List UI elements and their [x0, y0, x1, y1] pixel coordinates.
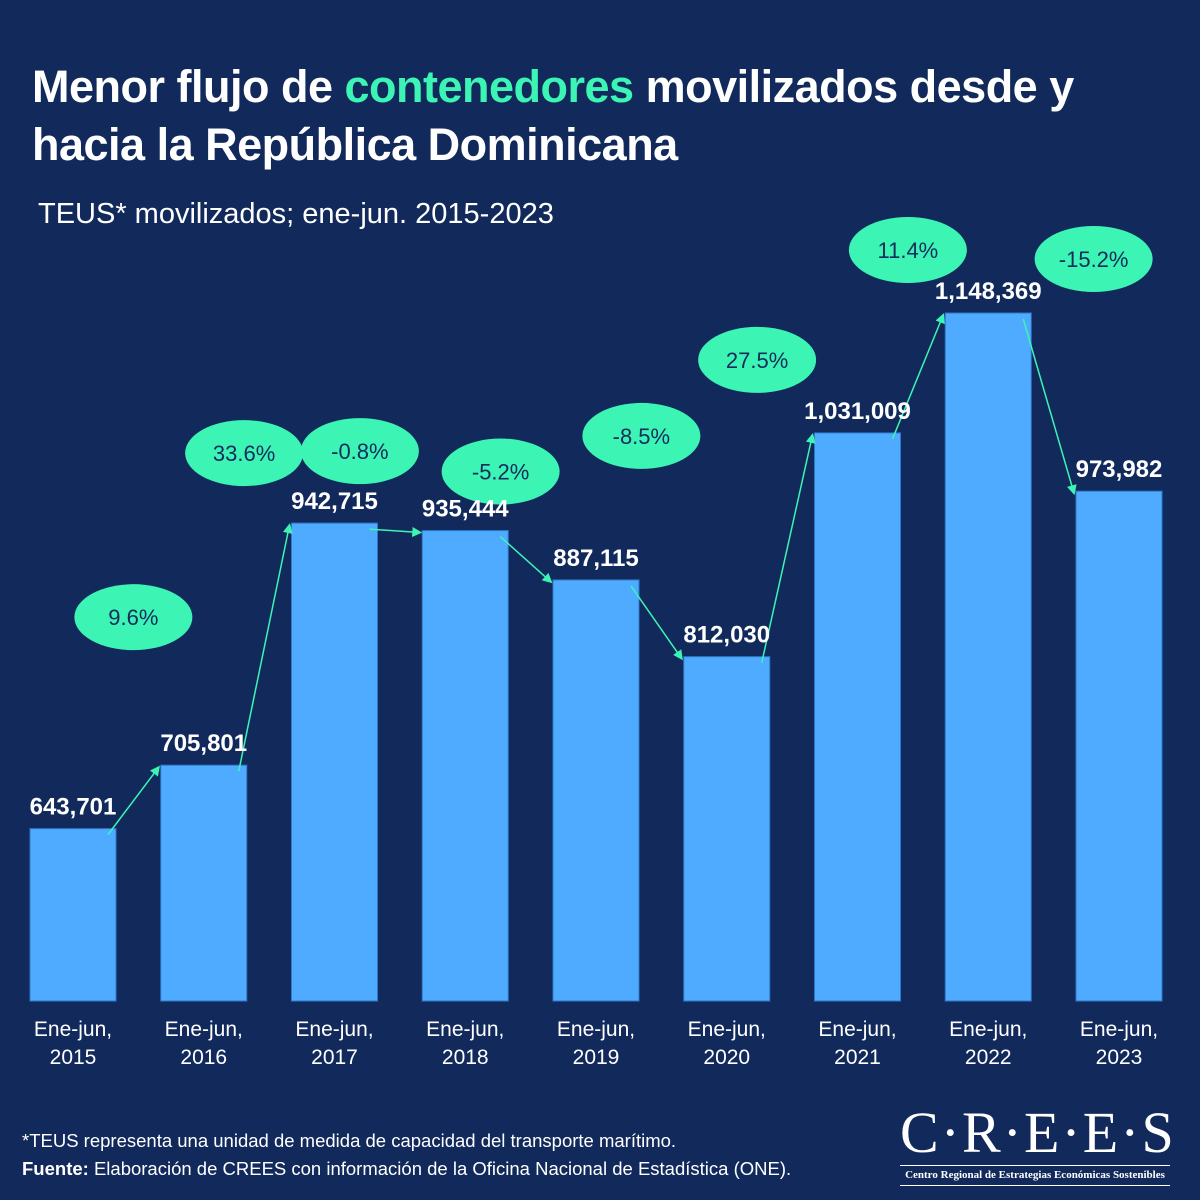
x-tick-line1: Ene-jun,	[426, 1018, 504, 1041]
bar-2015	[29, 828, 117, 1002]
change-arrow	[630, 585, 683, 661]
change-bubble	[300, 418, 419, 485]
bar-2016	[160, 764, 248, 1002]
value-label: 812,030	[683, 622, 770, 649]
value-label: 942,715	[291, 488, 378, 515]
change-label: -15.2%	[1059, 247, 1129, 272]
x-tick-line2: 2021	[834, 1046, 881, 1069]
bar-2021	[814, 432, 901, 1002]
x-tick-line2: 2015	[50, 1046, 97, 1069]
value-label: 887,115	[553, 545, 638, 572]
source-text: Elaboración de CREES con información de …	[88, 1158, 792, 1179]
logo-divider-bottom	[900, 1185, 1170, 1186]
change-label: -0.8%	[331, 439, 388, 464]
title-part1: Menor flujo de	[32, 61, 345, 112]
change-bubble	[441, 438, 560, 505]
x-tick-label: Ene-jun, 2016	[165, 1018, 243, 1069]
bars-group	[29, 312, 1163, 1002]
value-label: 973,982	[1076, 456, 1163, 483]
x-tick-line2: 2020	[703, 1046, 750, 1069]
change-arrow	[107, 765, 160, 836]
bar-2020	[683, 656, 771, 1002]
x-tick-label: Ene-jun, 2021	[818, 1018, 896, 1069]
change-label: 11.4%	[878, 238, 939, 263]
value-label: 1,031,009	[804, 398, 911, 425]
x-tick-line1: Ene-jun,	[949, 1018, 1027, 1041]
x-tick-label: Ene-jun, 2022	[949, 1018, 1027, 1069]
change-arrow	[761, 432, 816, 663]
change-arrow	[238, 523, 293, 772]
x-tick-label: Ene-jun, 2019	[557, 1018, 635, 1069]
value-label: 705,801	[160, 730, 247, 757]
bar-2022	[944, 312, 1032, 1002]
source-line: Fuente: Elaboración de CREES con informa…	[22, 1155, 791, 1183]
x-tick-line2: 2016	[180, 1046, 227, 1069]
x-tick-label: Ene-jun, 2015	[34, 1018, 112, 1069]
x-tick-line1: Ene-jun,	[688, 1018, 766, 1041]
x-tick-line1: Ene-jun,	[1080, 1018, 1158, 1041]
x-tick-line2: 2023	[1096, 1046, 1143, 1069]
change-bubble	[698, 326, 817, 393]
x-tick-line2: 2018	[442, 1046, 489, 1069]
logo-wordmark: C·R·E·E·S	[900, 1100, 1176, 1165]
teus-note: *TEUS representa una unidad de medida de…	[22, 1130, 677, 1151]
chart-subtitle: TEUS* movilizados; ene-jun. 2015-2023	[38, 198, 554, 230]
x-tick-label: Ene-jun, 2023	[1080, 1018, 1158, 1069]
x-tick-line1: Ene-jun,	[818, 1018, 896, 1041]
change-arrow	[1022, 318, 1077, 496]
logo-divider	[900, 1165, 1170, 1166]
change-bubble	[582, 402, 701, 469]
x-tick-line1: Ene-jun,	[165, 1018, 243, 1041]
change-bubble	[1034, 226, 1153, 292]
arrows-group	[107, 313, 1077, 836]
x-tick-line2: 2022	[965, 1046, 1012, 1069]
chart-title: Menor flujo de contenedores movilizados …	[32, 58, 1182, 174]
change-label: 9.6%	[108, 605, 158, 630]
value-label: 1,148,369	[935, 278, 1042, 305]
bar-2018	[421, 530, 509, 1002]
change-arrow	[891, 313, 945, 440]
change-arrow	[369, 527, 423, 538]
value-labels-group: 643,701 705,801 942,715 935,444 887,115 812,0…	[30, 278, 1163, 821]
source-label: Fuente:	[22, 1158, 89, 1179]
x-tick-line2: 2019	[573, 1046, 620, 1069]
logo-subtitle: Centro Regional de Estrategias Económica…	[905, 1169, 1165, 1181]
x-tick-line2: 2017	[311, 1046, 358, 1069]
change-label: -5.2%	[472, 460, 529, 485]
x-tick-label: Ene-jun, 2020	[688, 1018, 766, 1069]
change-label: 27.5%	[726, 348, 788, 373]
bar-chart: 9.6% 33.6% -0.8% -5.2% -8.5% 27.5% 11.4% -15.2%…	[29, 217, 1163, 1069]
x-tick-line1: Ene-jun,	[295, 1018, 373, 1041]
change-label: -8.5%	[613, 424, 670, 449]
value-label: 935,444	[422, 496, 509, 523]
x-tick-label: Ene-jun, 2018	[426, 1018, 504, 1069]
bar-2023	[1075, 490, 1163, 1002]
change-arrow	[499, 535, 553, 584]
footnote: *TEUS representa una unidad de medida de…	[22, 1127, 791, 1183]
bar-2017	[291, 522, 378, 1002]
change-bubble	[185, 420, 304, 487]
x-tick-line1: Ene-jun,	[34, 1018, 112, 1041]
title-highlight: contenedores	[344, 61, 635, 112]
change-bubble	[848, 217, 967, 283]
change-label: 33.6%	[213, 441, 275, 466]
crees-logo: C·R·E·E·S Centro Regional de Estrategias…	[900, 1100, 1176, 1186]
change-bubble	[74, 584, 193, 651]
title-part2: movilizados desde y hacia la República D…	[32, 61, 1074, 170]
bar-2019	[552, 579, 640, 1002]
x-tick-line1: Ene-jun,	[557, 1018, 635, 1041]
x-tick-label: Ene-jun, 2017	[295, 1018, 373, 1069]
value-label: 643,701	[30, 794, 117, 821]
change-bubbles-group: 9.6% 33.6% -0.8% -5.2% -8.5% 27.5% 11.4% -15.2%	[74, 217, 1153, 651]
